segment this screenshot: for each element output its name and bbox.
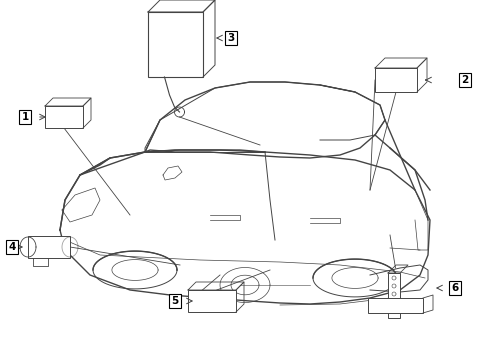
Bar [367, 298, 422, 313]
Text: 2: 2 [461, 75, 468, 85]
Text: 4: 4 [8, 242, 16, 252]
Bar [148, 12, 203, 77]
Bar [28, 236, 70, 258]
Bar [187, 290, 236, 312]
Text: 6: 6 [450, 283, 458, 293]
Bar [387, 273, 399, 318]
Bar [374, 68, 416, 92]
Text: 1: 1 [21, 112, 29, 122]
Text: 3: 3 [227, 33, 234, 43]
Text: 5: 5 [171, 296, 178, 306]
Bar [45, 106, 83, 128]
